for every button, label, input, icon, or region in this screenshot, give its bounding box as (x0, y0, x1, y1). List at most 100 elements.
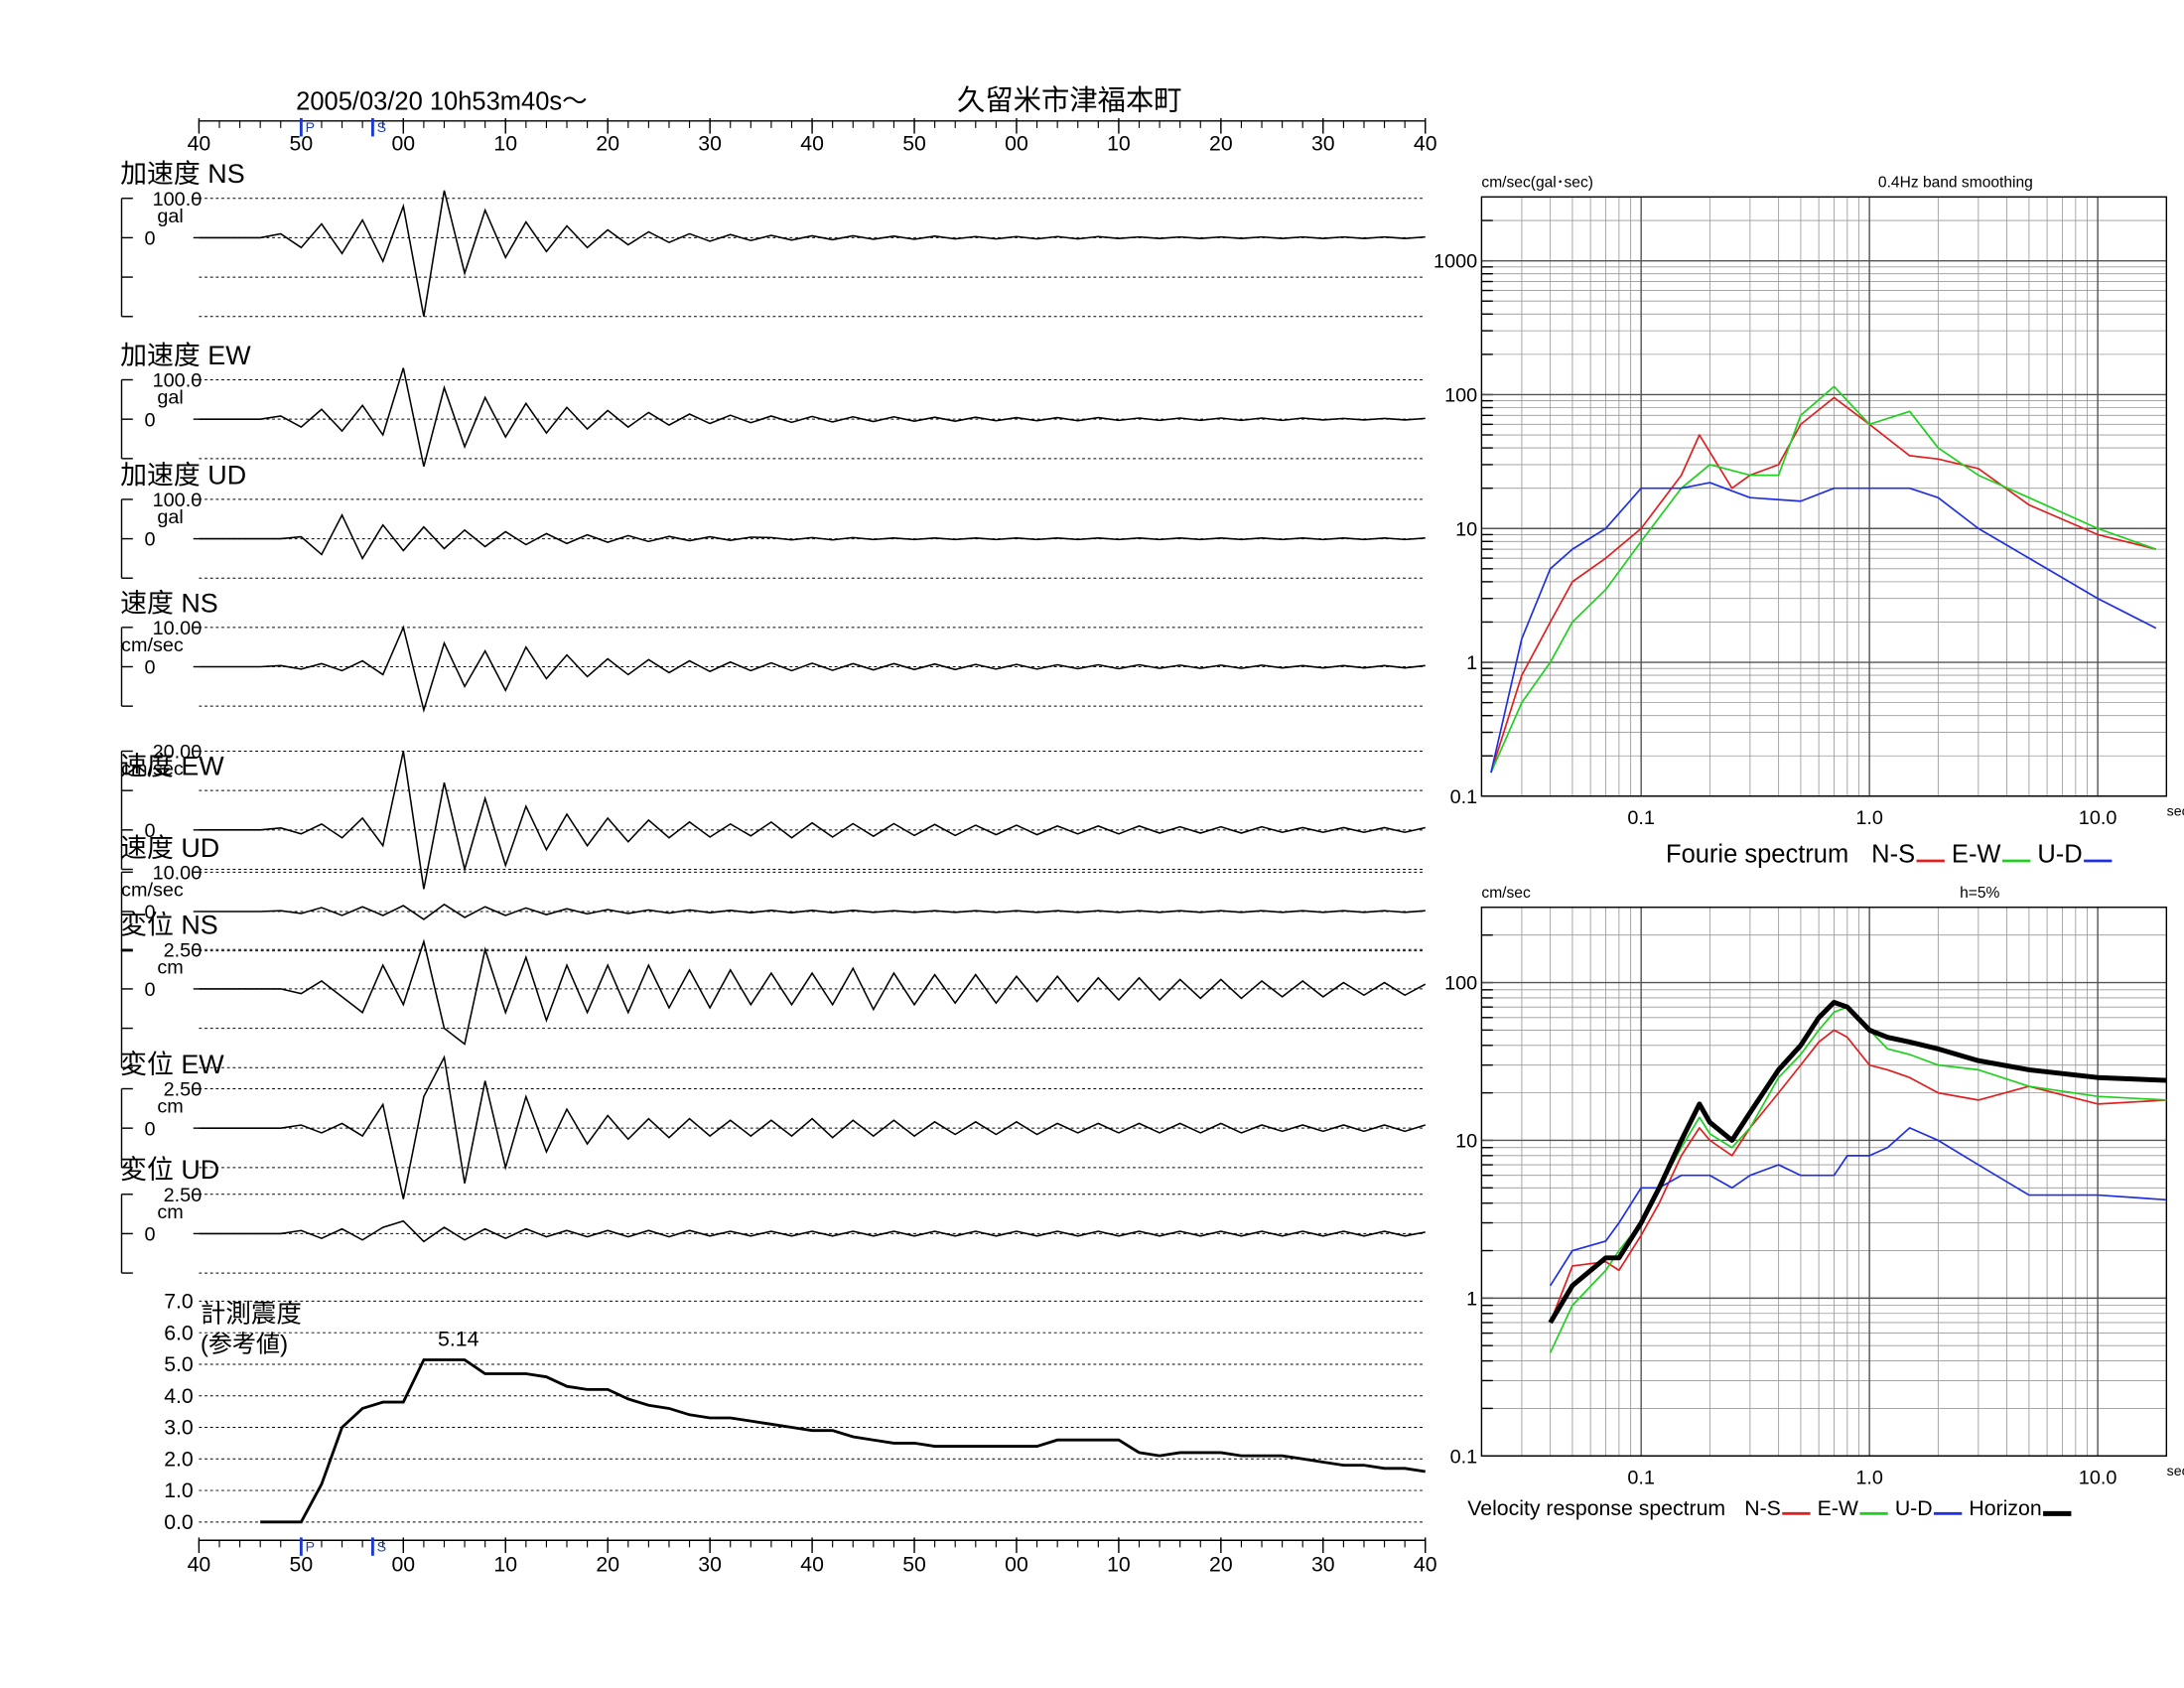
y-tick-label: 0 (144, 820, 155, 842)
time-tick-label: 40 (800, 1552, 824, 1576)
y-tick-label: 2.50 (164, 1185, 203, 1206)
legend-title: Fourie spectrum (1666, 840, 1848, 868)
time-tick-label: 00 (391, 132, 415, 156)
y-tick-label: 2.50 (164, 939, 203, 961)
unit-label: cm (157, 1201, 183, 1223)
y-tick-label: 2.0 (164, 1447, 194, 1471)
time-tick-label: 20 (596, 132, 619, 156)
y-tick-label: 0 (144, 228, 155, 250)
phase-label: S (377, 120, 386, 136)
y-tick-label: 6.0 (164, 1321, 194, 1344)
x-tick-label: 10.0 (2079, 807, 2117, 829)
phase-label: P (306, 1540, 315, 1556)
unit-label: cm (157, 956, 183, 978)
y-tick-label: 0 (144, 1118, 155, 1140)
time-tick-label: 00 (1005, 132, 1028, 156)
intensity-title: 計測震度 (201, 1301, 302, 1329)
panel-title: 速度 EW (120, 752, 224, 781)
y-tick-label: 1 (1466, 652, 1477, 674)
spectrum-line (1549, 1029, 2167, 1324)
y-tick-label: 10.00 (153, 862, 203, 884)
waveform (199, 1219, 1426, 1243)
y-axis-label: cm/sec (1481, 885, 1531, 902)
y-tick-label: 0 (144, 529, 155, 551)
plot-frame (1480, 196, 2168, 797)
spectrum-line (1548, 999, 2167, 1325)
time-tick-label: 20 (1209, 1552, 1233, 1576)
time-tick-label: 30 (1311, 1552, 1335, 1576)
spectrum-line (1549, 1127, 2167, 1287)
unit-label: cm/sec (121, 879, 184, 901)
unit-label: cm/sec (121, 759, 184, 780)
y-tick-label: 2.50 (164, 1079, 203, 1101)
y-tick-label: 0.1 (1450, 1446, 1478, 1468)
waveform (199, 513, 1426, 561)
y-tick-label: 10 (1455, 518, 1477, 540)
y-tick-label: 0 (144, 657, 155, 679)
y-tick-label: 10.00 (153, 618, 203, 639)
panel-title: 速度 NS (120, 588, 218, 618)
time-tick-label: 10 (493, 1552, 517, 1576)
time-tick-label: 50 (290, 132, 314, 156)
y-tick-label: 1.0 (164, 1478, 194, 1502)
time-tick-label: 40 (1414, 132, 1437, 156)
x-tick-label: 0.1 (1627, 1468, 1655, 1489)
record-time: 2005/03/20 10h53m40s〜 (296, 88, 587, 116)
y-tick-label: 0 (144, 902, 155, 923)
time-tick-label: 30 (698, 1552, 722, 1576)
legend-label: N-S (1744, 1496, 1781, 1520)
x-tick-label: 10.0 (2079, 1468, 2117, 1489)
waveform (199, 367, 1426, 467)
y-tick-label: 1 (1466, 1288, 1477, 1310)
y-axis-label: cm/sec(gal･sec) (1481, 174, 1593, 191)
plot-note: h=5% (1960, 885, 1999, 902)
time-tick-label: 40 (1414, 1552, 1437, 1576)
phase-label: P (306, 120, 315, 136)
time-tick-label: 30 (698, 132, 722, 156)
y-tick-label: 1000 (1433, 251, 1477, 273)
plot-note: 0.4Hz band smoothing (1878, 174, 2033, 191)
unit-label: gal (157, 206, 183, 227)
station-name: 久留米市津福本町 (957, 85, 1182, 117)
y-tick-label: 3.0 (164, 1416, 194, 1440)
panel-title: 加速度 NS (120, 159, 245, 189)
legend-label: Horizon (1969, 1496, 2041, 1520)
y-tick-label: 0.1 (1450, 786, 1478, 808)
y-tick-label: 100 (1444, 385, 1477, 407)
x-axis-label: sec (2167, 804, 2184, 820)
time-tick-label: 10 (493, 132, 517, 156)
time-tick-label: 50 (902, 1552, 926, 1576)
legend-label: N-S (1871, 840, 1915, 868)
y-tick-label: 0.0 (164, 1510, 194, 1534)
y-tick-label: 100.0 (153, 490, 203, 511)
spectrum-line (1490, 385, 2157, 774)
time-tick-label: 00 (1005, 1552, 1028, 1576)
panel-title: 加速度 UD (120, 460, 246, 490)
y-tick-label: 0 (144, 1224, 155, 1246)
waveform (199, 938, 1427, 1046)
time-tick-label: 30 (1311, 132, 1335, 156)
time-tick-label: 10 (1107, 132, 1131, 156)
panel-title: 加速度 EW (120, 341, 251, 370)
legend-label: E-W (1952, 840, 2001, 868)
unit-label: cm (157, 1096, 183, 1118)
y-tick-label: 100 (1444, 973, 1477, 995)
panel-title: 変位 EW (120, 1050, 224, 1079)
unit-label: gal (157, 387, 183, 409)
waveform (199, 625, 1426, 714)
panel-title: 変位 NS (120, 911, 218, 940)
y-tick-label: 20.00 (153, 742, 203, 764)
y-tick-label: 10 (1455, 1131, 1477, 1153)
plot-frame (1480, 907, 2168, 1457)
time-tick-label: 40 (800, 132, 824, 156)
time-tick-label: 50 (902, 132, 926, 156)
peak-annotation: 5.14 (438, 1327, 479, 1350)
time-tick-label: 20 (596, 1552, 619, 1576)
y-tick-label: 0 (144, 409, 155, 431)
time-tick-label: 10 (1107, 1552, 1131, 1576)
waveform (199, 190, 1426, 317)
time-tick-label: 50 (290, 1552, 314, 1576)
spectrum-line (1549, 1006, 2167, 1353)
legend-label: U-D (1895, 1496, 1933, 1520)
y-tick-label: 0 (144, 979, 155, 1001)
